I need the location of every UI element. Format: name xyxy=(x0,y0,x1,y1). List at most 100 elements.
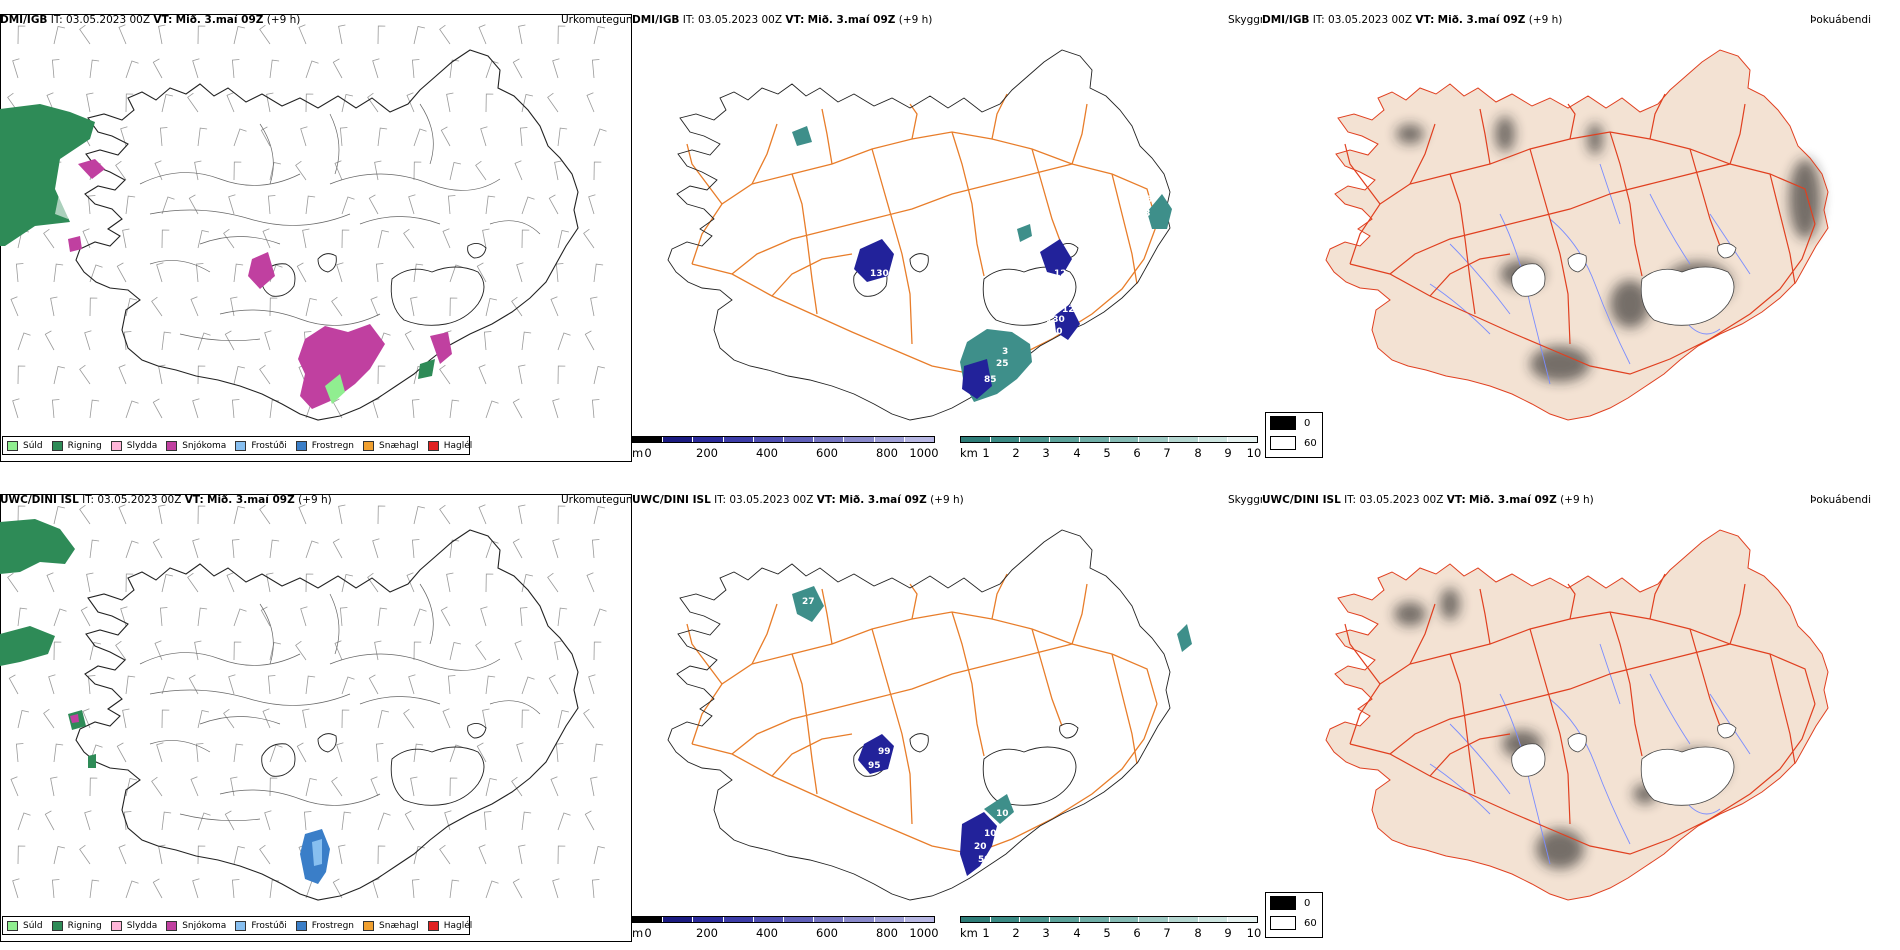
wind-barb xyxy=(410,776,418,797)
wind-barb xyxy=(480,606,488,627)
wind-barb xyxy=(449,162,461,181)
visibility-value-label: 25 xyxy=(996,359,1009,369)
wind-barb xyxy=(449,59,460,79)
colorbar-tick: 800 xyxy=(876,926,898,940)
land-fill xyxy=(1326,50,1828,420)
wind-barb xyxy=(17,812,31,831)
wind-barb xyxy=(447,195,456,215)
colorbar-tick: 9 xyxy=(1224,926,1232,940)
wind-barb xyxy=(233,846,245,865)
wind-barb xyxy=(485,195,496,215)
wind-barb xyxy=(269,642,281,661)
wind-barb xyxy=(332,538,343,559)
wind-barb xyxy=(161,574,173,593)
wind-barb xyxy=(262,708,271,729)
wind-barb xyxy=(123,331,132,351)
wind-barb xyxy=(50,296,58,317)
fog-legend-item: 0 xyxy=(1266,413,1322,433)
wind-barb xyxy=(197,845,206,865)
wind-barb xyxy=(449,879,460,899)
panel-header: UWC/DINI ISL IT: 03.05.2023 00Z VT: Mið.… xyxy=(632,494,964,506)
wind-barb xyxy=(511,296,523,317)
visibility-areas xyxy=(792,586,1192,876)
colorbar-tick: 1 xyxy=(982,926,990,940)
wind-barb xyxy=(413,641,422,661)
wind-barb xyxy=(404,810,415,831)
wind-barb xyxy=(377,607,388,627)
wind-barb xyxy=(125,400,139,419)
wind-barb xyxy=(557,845,566,865)
colorbar-step xyxy=(784,917,815,922)
wind-barb xyxy=(12,58,20,79)
wind-barb xyxy=(518,364,526,385)
wind-barb xyxy=(12,878,20,899)
wind-barb xyxy=(449,777,458,797)
colorbar-tick: 10 xyxy=(1246,926,1262,940)
colorbar-step xyxy=(1050,437,1080,442)
wind-barb xyxy=(341,811,352,831)
wind-barb xyxy=(332,58,343,79)
wind-barb xyxy=(89,399,100,419)
wind-barb xyxy=(79,364,91,385)
wind-barb xyxy=(296,742,307,763)
legend-item: Snæhagl xyxy=(363,440,419,451)
iceland-coastline xyxy=(75,529,579,901)
wind-barb xyxy=(591,399,600,419)
wind-barb xyxy=(334,160,343,181)
wind-barb xyxy=(512,878,523,899)
wind-barb xyxy=(161,331,172,351)
fog-legend-swatch xyxy=(1270,416,1296,430)
glacier-outlines xyxy=(261,243,487,326)
legend-label: Rigning xyxy=(67,920,102,931)
colorbar-step xyxy=(663,437,694,442)
wind-barb xyxy=(197,127,208,147)
wind-barb xyxy=(152,398,163,419)
wind-barb xyxy=(413,26,425,45)
wind-barb xyxy=(476,742,487,763)
iceland-coastline xyxy=(75,49,579,421)
wind-barb xyxy=(269,539,280,559)
wind-barb xyxy=(194,640,202,661)
wind-barb xyxy=(518,844,526,865)
wind-barb xyxy=(120,126,128,147)
wind-barb xyxy=(46,92,55,113)
wind-barb xyxy=(339,607,348,627)
wind-barb xyxy=(406,92,415,113)
colorbar-tick: 400 xyxy=(756,446,778,460)
wind-barb xyxy=(332,878,343,899)
wind-barb xyxy=(485,573,494,593)
precip-legend: Súld Rigning Slydda Snjókoma Frostúði Frostre… xyxy=(2,916,472,935)
wind-barb xyxy=(233,506,245,525)
wind-barb xyxy=(413,161,422,181)
visibility-value-label: 85 xyxy=(984,375,997,385)
colorbar-step xyxy=(1050,917,1080,922)
colorbar-step xyxy=(904,437,935,442)
wind-barb xyxy=(269,297,278,317)
wind-barb xyxy=(228,674,236,695)
wind-barb xyxy=(305,573,314,593)
wind-barb xyxy=(187,92,199,113)
colorbar-step xyxy=(633,917,664,922)
wind-barb xyxy=(518,504,526,525)
panel-header: UWC/DINI ISL IT: 03.05.2023 00Z VT: Mið.… xyxy=(0,494,332,506)
wind-barb xyxy=(367,92,379,113)
wind-barb xyxy=(269,59,280,79)
colorbar-tick: 0 xyxy=(644,926,652,940)
legend-label: Súld xyxy=(23,920,43,931)
colorbar-km: km 1 2 3 4 5 6 7 8 9 10 xyxy=(960,916,1261,942)
colorbar-step xyxy=(784,437,815,442)
wind-barb xyxy=(233,263,244,283)
fog-map xyxy=(1325,529,1829,901)
panel-title: Skyggni xyxy=(1228,14,1262,26)
wind-barb xyxy=(197,812,211,831)
wind-barb xyxy=(43,708,55,729)
visibility-value-label: 12 xyxy=(1062,305,1075,315)
wind-barb xyxy=(118,844,127,865)
wind-barb xyxy=(338,844,346,865)
wind-barb xyxy=(583,228,595,249)
fog-legend-label: 0 xyxy=(1304,417,1311,429)
wind-barb xyxy=(305,778,317,797)
wind-barb xyxy=(336,262,344,283)
wind-barb xyxy=(555,263,564,283)
